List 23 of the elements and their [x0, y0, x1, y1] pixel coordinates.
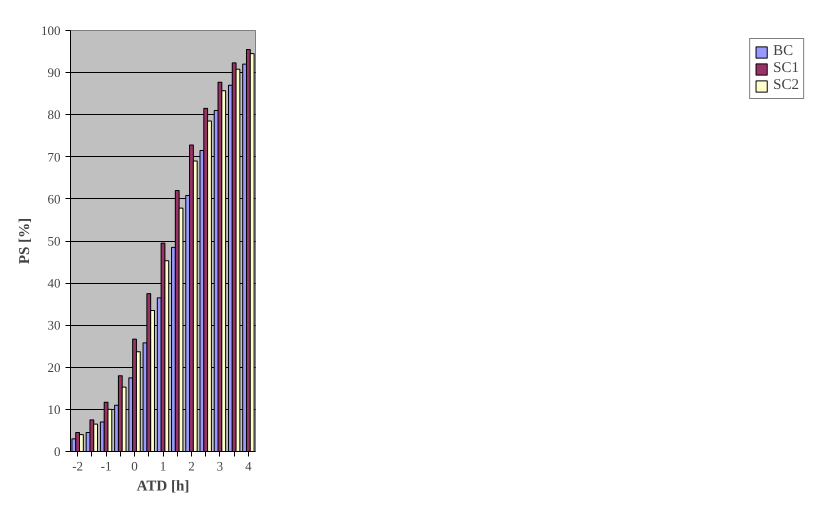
- y-tick-label: 10: [48, 402, 60, 417]
- y-tick-label: 100: [41, 23, 60, 38]
- x-tick-label: -1: [100, 458, 112, 474]
- x-tick-label: 2: [188, 458, 195, 474]
- y-tick-label: 50: [48, 234, 60, 248]
- y-tick-label: 60: [48, 191, 60, 206]
- x-tick-label: 0: [131, 458, 138, 474]
- legend-label: BC: [773, 43, 794, 60]
- y-tick-label: 40: [48, 276, 60, 291]
- x-tick-label: 4: [245, 458, 252, 474]
- x-tick-label: 3: [216, 458, 224, 474]
- legend-label: SC1: [773, 60, 799, 77]
- y-tick-label: 30: [48, 318, 60, 333]
- legend-label: SC2: [773, 77, 799, 94]
- y-tick-label: 70: [48, 149, 60, 164]
- y-tick-label: 90: [48, 65, 60, 80]
- y-axis-title: PS [%]: [17, 218, 33, 264]
- y-tick-label: 0: [54, 444, 60, 459]
- x-tick-label: 1: [160, 458, 166, 474]
- y-tick-label: 20: [48, 360, 60, 375]
- x-tick-label: -2: [72, 458, 84, 474]
- x-axis-title: ATD [h]: [136, 478, 190, 494]
- y-tick-label: 80: [48, 107, 60, 122]
